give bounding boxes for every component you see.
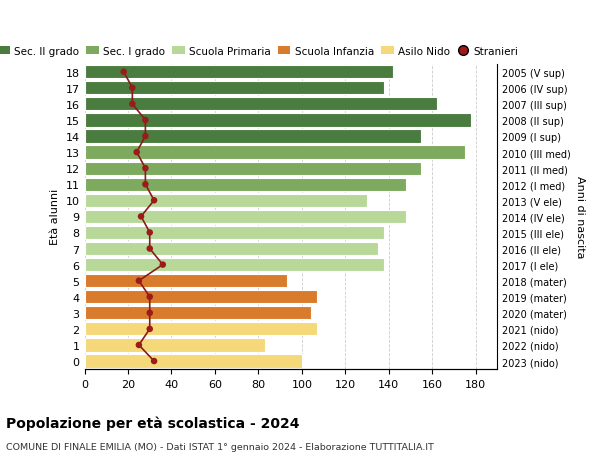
Text: Popolazione per età scolastica - 2024: Popolazione per età scolastica - 2024: [6, 415, 299, 430]
Point: [134, 341, 143, 349]
Bar: [85, 82, 385, 95]
Point: [136, 213, 146, 221]
Bar: [85, 291, 317, 304]
Point: [158, 261, 167, 269]
Bar: [85, 242, 378, 256]
Bar: [85, 274, 287, 288]
Point: [132, 149, 142, 157]
Point: [149, 358, 159, 365]
Bar: [85, 339, 265, 352]
Point: [145, 245, 155, 252]
Point: [140, 133, 150, 140]
Bar: [85, 194, 367, 207]
Point: [145, 229, 155, 236]
Point: [145, 309, 155, 317]
Point: [119, 69, 128, 76]
Y-axis label: Età alunni: Età alunni: [50, 189, 60, 245]
Bar: [85, 226, 385, 240]
Bar: [85, 162, 421, 175]
Bar: [85, 178, 406, 191]
Point: [140, 117, 150, 124]
Bar: [85, 307, 311, 320]
Point: [128, 101, 137, 108]
Bar: [85, 130, 421, 143]
Y-axis label: Anni di nascita: Anni di nascita: [575, 176, 585, 258]
Point: [149, 197, 159, 205]
Point: [134, 277, 143, 285]
Point: [140, 165, 150, 173]
Point: [140, 181, 150, 189]
Bar: [85, 258, 385, 272]
Legend: Sec. II grado, Sec. I grado, Scuola Primaria, Scuola Infanzia, Asilo Nido, Stran: Sec. II grado, Sec. I grado, Scuola Prim…: [0, 42, 523, 61]
Bar: [85, 146, 465, 159]
Bar: [85, 66, 393, 79]
Point: [128, 85, 137, 92]
Bar: [85, 355, 302, 368]
Bar: [85, 98, 437, 111]
Bar: [85, 114, 472, 127]
Bar: [85, 210, 406, 224]
Point: [145, 293, 155, 301]
Bar: [85, 323, 317, 336]
Text: COMUNE DI FINALE EMILIA (MO) - Dati ISTAT 1° gennaio 2024 - Elaborazione TUTTITA: COMUNE DI FINALE EMILIA (MO) - Dati ISTA…: [6, 442, 434, 451]
Point: [145, 325, 155, 333]
